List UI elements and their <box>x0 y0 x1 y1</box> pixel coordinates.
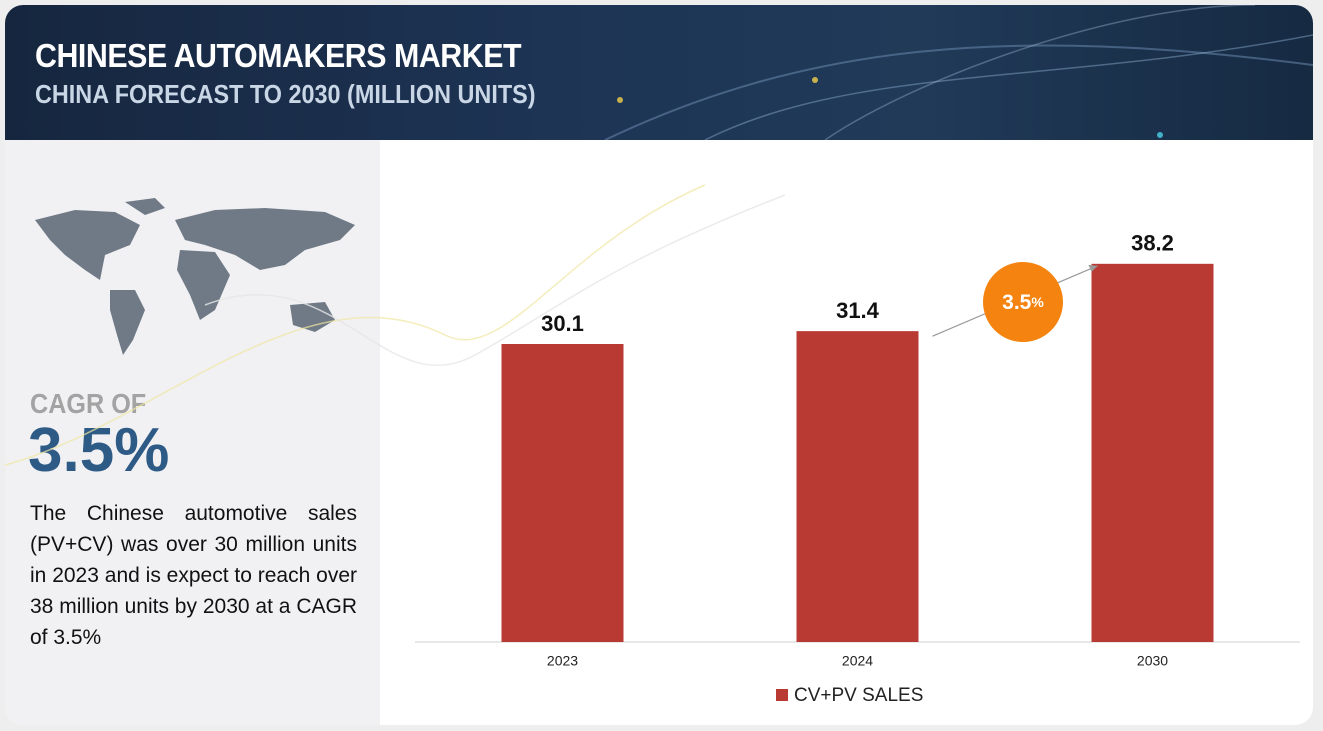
bar <box>1091 263 1214 642</box>
cagr-badge <box>983 262 1063 342</box>
arrow-head <box>1088 264 1098 272</box>
bar <box>501 344 624 642</box>
title: CHINESE AUTOMAKERS MARKET <box>35 37 522 74</box>
card: CHINESE AUTOMAKERS MARKET CHINA FORECAST… <box>5 5 1313 725</box>
legend-swatch <box>776 689 788 701</box>
legend: CV+PV SALES <box>776 685 923 706</box>
cagr-label: CAGR OF <box>30 388 147 419</box>
data-label: 31.4 <box>836 298 880 323</box>
sidebar: CAGR OF 3.5% The Chinese automotive sale… <box>5 140 380 725</box>
cagr-badge-number: 3.5 <box>1002 291 1032 314</box>
cagr-badge-text: 3.5% <box>1002 291 1044 314</box>
bar <box>796 331 919 642</box>
description: The Chinese automotive sales (PV+CV) was… <box>30 502 357 649</box>
x-tick-label: 2030 <box>1137 653 1168 669</box>
subtitle: CHINA FORECAST TO 2030 (MILLION UNITS) <box>35 79 536 109</box>
data-label: 30.1 <box>541 311 584 336</box>
data-label: 38.2 <box>1131 231 1174 256</box>
x-tick-label: 2023 <box>547 653 578 669</box>
header-decoration <box>604 5 1313 140</box>
world-map <box>35 198 355 355</box>
chart: 2023 2024 2030 30.1 31.4 38.2 CV+PV SALES 3.5% <box>5 184 1300 706</box>
legend-label: CV+PV SALES <box>794 685 923 706</box>
x-tick-label: 2024 <box>842 653 873 669</box>
cagr-badge-unit: % <box>1031 294 1044 310</box>
header: CHINESE AUTOMAKERS MARKET CHINA FORECAST… <box>5 5 1313 140</box>
